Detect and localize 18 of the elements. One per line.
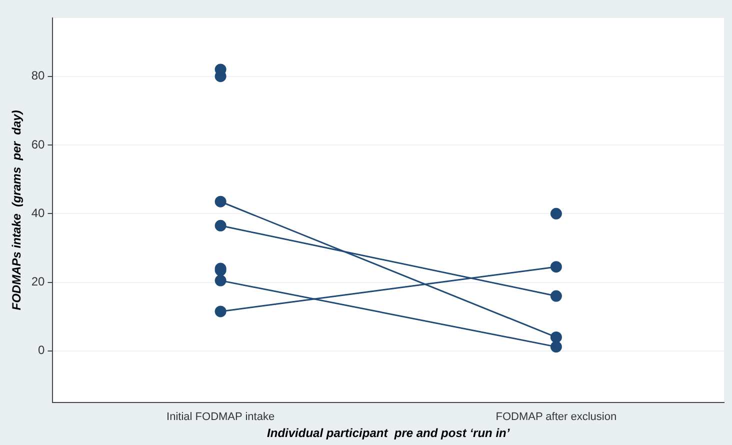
y-axis-title: FODMAPs intake (grams per day)	[10, 110, 24, 310]
point	[550, 261, 562, 273]
y-tick-label: 60	[31, 137, 46, 152]
x-axis-title: Individual participant pre and post ‘run in’	[267, 426, 510, 440]
y-tick-label: 0	[38, 343, 46, 358]
point	[550, 290, 562, 302]
y-tick-label: 40	[31, 206, 46, 220]
x-tick-label: FODMAP after exclusion	[496, 411, 617, 424]
point	[550, 341, 562, 353]
point	[214, 306, 226, 318]
point	[550, 331, 562, 343]
point	[214, 220, 226, 232]
y-tick-label: 80	[31, 68, 46, 83]
y-tick-label: 20	[31, 274, 46, 289]
point	[550, 208, 562, 220]
point	[214, 196, 226, 208]
point	[214, 274, 226, 286]
x-tick-label: Initial FODMAP intake	[166, 411, 275, 424]
